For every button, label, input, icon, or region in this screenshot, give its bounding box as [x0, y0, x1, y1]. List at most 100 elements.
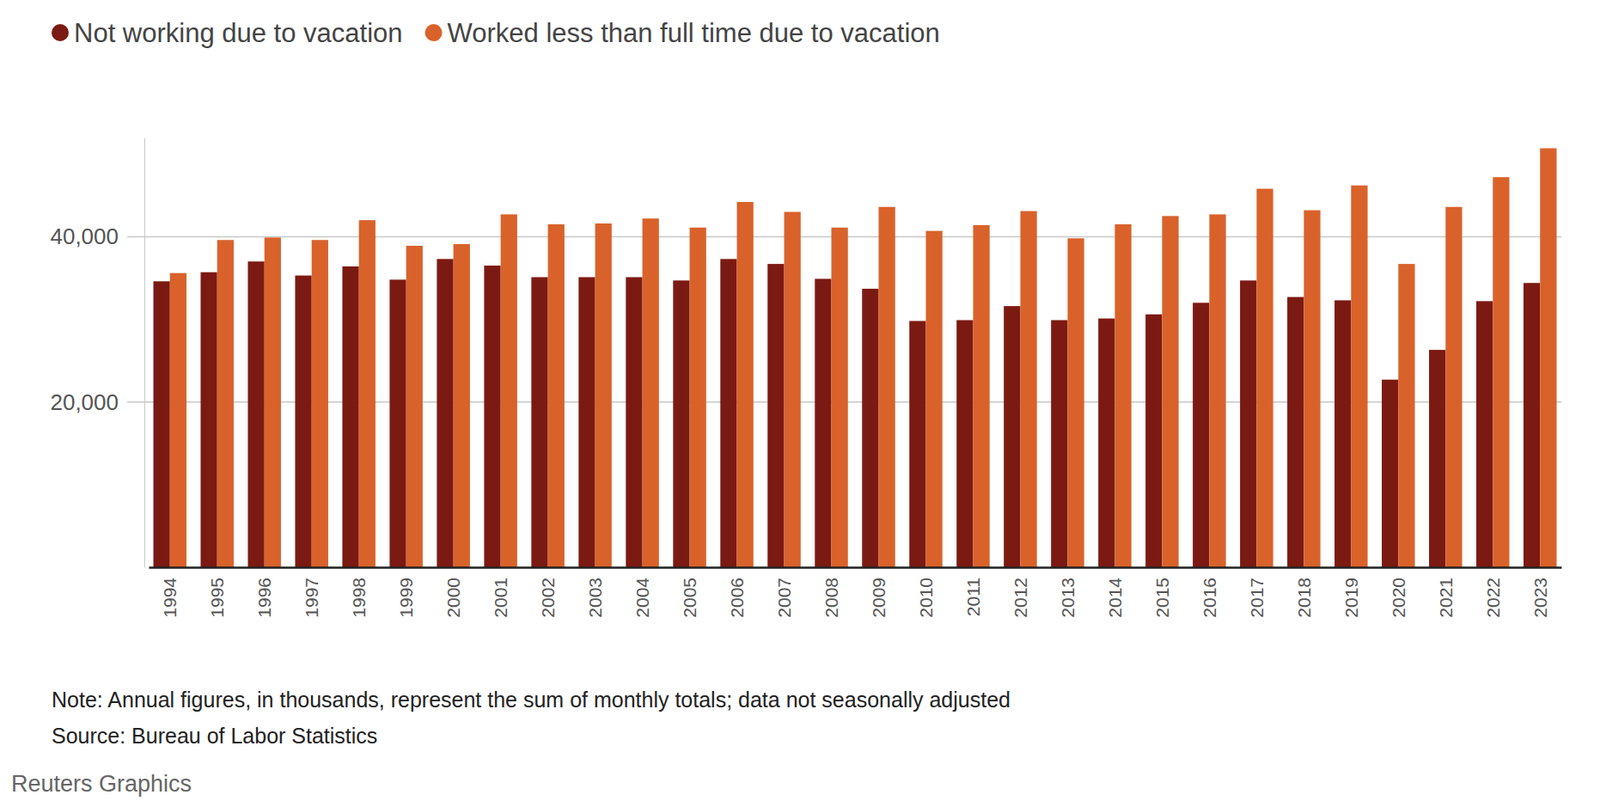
x-tick-label: 1997 [301, 577, 322, 618]
x-tick-label: 1999 [396, 577, 416, 618]
x-tick-label: 2008 [821, 577, 842, 618]
bar [453, 244, 471, 568]
x-tick: 2011 [963, 567, 984, 617]
bar [1334, 299, 1351, 568]
bar [720, 258, 737, 568]
x-tick: 2005 [679, 567, 700, 618]
x-tick: 2023 [1530, 567, 1551, 618]
x-tick-label: 1994 [159, 577, 180, 618]
bar [831, 227, 849, 568]
legend-item: Not working due to vacation [51, 18, 404, 49]
bar [1398, 263, 1415, 568]
legend-label: Worked less than full time due to vacati… [447, 18, 941, 49]
x-tick-label: 2003 [585, 577, 605, 618]
bar [1256, 189, 1273, 568]
y-tick-label: 20,000 [49, 389, 119, 416]
x-tick: 2018 [1294, 567, 1314, 618]
chart: 20,000 40,000 1994 1995 1996 1997 1998 1999 2000… [0, 0, 1600, 801]
x-tick-label: 2012 [1010, 577, 1031, 618]
bar-series [170, 148, 1558, 568]
legend-swatch [425, 24, 443, 42]
x-tick: 2002 [537, 567, 558, 618]
x-tick: 2019 [1341, 567, 1362, 618]
bar [1067, 238, 1084, 568]
bar [1114, 224, 1131, 568]
bar [170, 273, 187, 568]
x-tick: 1999 [396, 567, 416, 618]
bar [341, 266, 359, 568]
bar [737, 201, 754, 568]
x-tick: 2006 [726, 567, 747, 618]
bars [152, 148, 1557, 568]
bar [672, 280, 690, 568]
x-tick: 2022 [1483, 567, 1503, 618]
bar [294, 275, 312, 568]
legend: Not working due to vacation Worked less t… [51, 18, 941, 49]
bar [1539, 148, 1557, 568]
bar [1003, 305, 1020, 568]
x-tick-label: 2017 [1246, 577, 1267, 618]
bar [1287, 297, 1304, 568]
bar [1192, 302, 1210, 568]
x-tick: 2017 [1246, 567, 1267, 618]
bar [878, 207, 895, 568]
bar [311, 239, 329, 568]
bar [578, 277, 595, 568]
x-tick-label: 2019 [1341, 577, 1362, 618]
x-tick-label: 2013 [1057, 577, 1078, 618]
bar [1492, 177, 1509, 568]
bar [956, 320, 973, 568]
x-tick-label: 2002 [537, 577, 558, 618]
bar [814, 278, 831, 568]
x-tick: 2001 [490, 567, 511, 618]
bar [1523, 282, 1540, 568]
x-tick: 2021 [1435, 567, 1456, 618]
x-tick-label: 1998 [348, 577, 369, 618]
x-tick: 2015 [1152, 567, 1173, 618]
x-tick: 2016 [1199, 567, 1220, 618]
bar [531, 277, 548, 568]
bar [909, 320, 926, 568]
bar [200, 272, 217, 568]
bar [767, 263, 784, 568]
legend-item: Worked less than full time due to vacati… [425, 18, 941, 49]
x-tick-label: 2006 [726, 577, 747, 618]
legend-label: Not working due to vacation [73, 18, 404, 49]
x-tick: 1994 [159, 567, 180, 618]
x-tick-label: 2011 [963, 577, 984, 617]
x-axis: 1994 1995 1996 1997 1998 1999 2000 2001 2002 2003… [149, 567, 1563, 618]
bar [972, 225, 990, 568]
bar [264, 237, 281, 568]
x-tick: 2010 [916, 567, 936, 618]
x-axis-line [149, 566, 1563, 569]
x-tick: 1998 [348, 567, 369, 618]
bar [436, 258, 453, 568]
bar [1161, 215, 1179, 568]
x-tick-label: 2022 [1483, 577, 1503, 618]
x-tick-label: 2010 [916, 577, 936, 618]
bar [359, 219, 376, 568]
y-tick: 40,000 [49, 223, 145, 250]
bar [389, 279, 406, 568]
x-tick: 2008 [821, 567, 842, 618]
x-tick: 1997 [301, 567, 322, 618]
x-tick: 1995 [207, 567, 227, 618]
x-tick-label: 2016 [1199, 577, 1220, 618]
bar [642, 218, 660, 568]
x-tick: 2009 [868, 567, 889, 618]
x-tick-label: 2001 [490, 577, 511, 618]
bar [1145, 314, 1162, 568]
x-tick-label: 1996 [254, 577, 275, 618]
x-tick-label: 2014 [1105, 577, 1125, 618]
bar [625, 277, 642, 568]
x-tick: 2014 [1105, 567, 1125, 618]
bar [595, 223, 612, 568]
x-tick-label: 2018 [1294, 577, 1314, 618]
x-tick-label: 2004 [632, 577, 653, 618]
x-tick-label: 2015 [1152, 577, 1173, 618]
x-tick: 2004 [632, 567, 653, 618]
x-tick: 2013 [1057, 567, 1078, 618]
bar [548, 224, 565, 568]
note: Source: Bureau of Labor Statistics [51, 723, 378, 748]
x-tick-label: 2000 [443, 577, 464, 618]
